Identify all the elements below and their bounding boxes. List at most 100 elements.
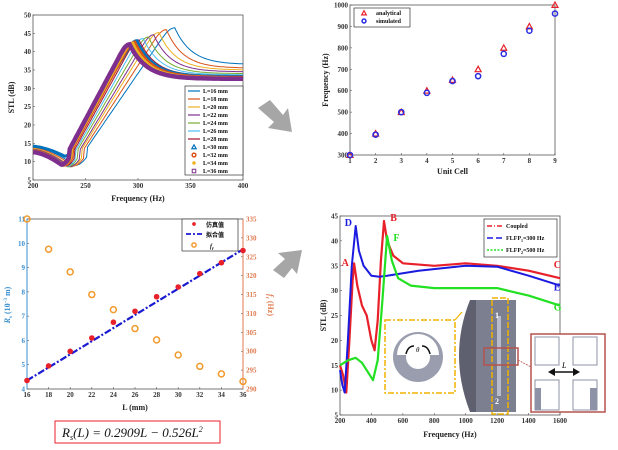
y-tick-label: 400 <box>338 130 349 138</box>
annotation-label: B <box>390 213 397 224</box>
label-part: f <box>266 294 275 298</box>
port-2-label: 2 <box>495 397 499 406</box>
legend-label-main: FLFP <box>506 236 521 242</box>
point-analytical <box>499 43 508 51</box>
x-tick-label: 36 <box>240 391 248 399</box>
label-part: s <box>9 316 14 318</box>
legend-label: analytical <box>376 11 401 17</box>
y-tick-label: 7 <box>22 313 26 321</box>
arrowhead-icon <box>573 368 580 376</box>
x-tick-label: 22 <box>88 391 96 399</box>
panel-rs-fr-vs-length: 16 18 20 22 24 26 28 30 32 34 36 4 5 6 7 8 9 10 11 290 295 30… <box>3 215 275 412</box>
legend-marker-icon <box>191 152 197 158</box>
x-tick-label: 28 <box>153 391 161 399</box>
legend-label: L=32 mm <box>203 153 228 159</box>
slot-outline <box>534 336 560 366</box>
x-tick-label: 3 <box>400 157 404 165</box>
y-tick-label: 4 <box>22 386 26 394</box>
legend-box <box>353 7 411 28</box>
y-tick-label: 5 <box>28 177 32 185</box>
angle-arc-icon <box>405 345 431 355</box>
legend-label: L=36 mm <box>203 169 228 175</box>
series-line-FLFP <box>339 234 561 382</box>
fr-point <box>88 290 96 299</box>
x-tick-label: 26 <box>132 391 140 399</box>
y-tick-label: 30 <box>24 85 32 93</box>
fr-point <box>44 245 53 253</box>
leader-line <box>454 311 463 321</box>
y-tick-label: 10 <box>18 240 26 248</box>
fr-point <box>131 324 139 333</box>
y-right-tick-label: 305 <box>246 329 257 337</box>
zoom-leader <box>517 359 532 368</box>
x-tick-label: 4 <box>425 157 429 165</box>
y-right-tick-label: 335 <box>246 216 257 224</box>
x-tick-label: 800 <box>429 417 440 425</box>
fr-point <box>66 268 74 276</box>
series-line-Coupled <box>338 219 561 394</box>
y-tick-label: 30 <box>331 287 339 295</box>
x-tick-label: 1400 <box>522 417 537 425</box>
legend-marker-icon <box>361 18 367 24</box>
arrow-icon <box>258 100 292 132</box>
legend-label-rest: =300 Hz <box>523 236 545 242</box>
y-tick-label: 25 <box>24 103 32 111</box>
arrow-icon <box>273 250 302 278</box>
fr-point <box>217 370 226 378</box>
label-part: R <box>3 317 12 324</box>
legend-marker-icon <box>191 242 197 248</box>
length-label: L <box>561 361 567 370</box>
legend-label: L=26 mm <box>203 129 228 135</box>
legend-label: Coupled <box>506 224 528 230</box>
label-part: m) <box>3 286 12 298</box>
point-simulated <box>423 89 431 97</box>
x-tick-label: 600 <box>398 417 409 425</box>
point-simulated <box>526 27 533 35</box>
legend-marker-icon <box>191 168 197 174</box>
y-tick-label: 900 <box>338 23 349 31</box>
simulated-point <box>175 284 181 290</box>
point-simulated <box>372 131 379 138</box>
x-tick-label: 9 <box>553 157 557 165</box>
x-tick-label: 6 <box>476 157 480 165</box>
y-tick-label: 40 <box>24 48 32 56</box>
y-right-tick-label: 300 <box>246 348 257 356</box>
legend-label-rest: =500 Hz <box>523 248 545 254</box>
legend-marker-icon <box>190 143 198 150</box>
y-right-axis-label: fr (Hz) <box>264 294 275 316</box>
fr-point <box>239 377 247 386</box>
y-tick-label: 800 <box>338 44 349 52</box>
point-analytical <box>474 65 483 73</box>
x-tick-label: 8 <box>528 157 532 165</box>
series-line-L-36-mm <box>32 41 243 167</box>
x-tick-label: 200 <box>28 182 39 190</box>
x-tick-label: 20 <box>67 391 75 399</box>
x-tick-label: 200 <box>335 417 346 425</box>
y-tick-label: 45 <box>331 213 339 221</box>
annotation-label: F <box>393 233 399 244</box>
panel-coupled-stl: 200 400 600 800 1000 1200 1400 1600 5 10 15 20 25 30 3… <box>319 213 606 439</box>
y-tick-label: 25 <box>331 312 339 320</box>
arrowhead-icon <box>548 368 555 376</box>
y-tick-label: 9 <box>22 264 26 272</box>
fr-point <box>23 215 31 223</box>
channel <box>497 316 501 396</box>
label-part: (10 <box>3 303 12 316</box>
label-part: (Hz) <box>266 299 275 316</box>
legend: L=16 mm L=18 mm L=20 mm L=22 mm L=24 mm L=26 … <box>184 85 244 176</box>
point-simulated <box>500 50 508 58</box>
panel-frequency-vs-unit-cell: 1 2 3 4 5 6 7 8 9 300 400 500 600 700 800 900 1000 analyt… <box>321 0 560 176</box>
x-axis-label: Frequency (Hz) <box>423 430 477 439</box>
x-tick-label: 7 <box>502 157 506 165</box>
y-tick-label: 11 <box>18 216 25 224</box>
y-tick-label: 15 <box>24 140 32 148</box>
legend-label-sub: 2 <box>521 250 523 255</box>
structure-block <box>476 300 516 412</box>
y-tick-label: 5 <box>22 361 26 369</box>
legend-label-main: f <box>210 244 213 250</box>
label-part: −3 <box>4 298 9 304</box>
y-tick-label: 8 <box>22 288 26 296</box>
y-tick-label: 1000 <box>334 2 349 10</box>
